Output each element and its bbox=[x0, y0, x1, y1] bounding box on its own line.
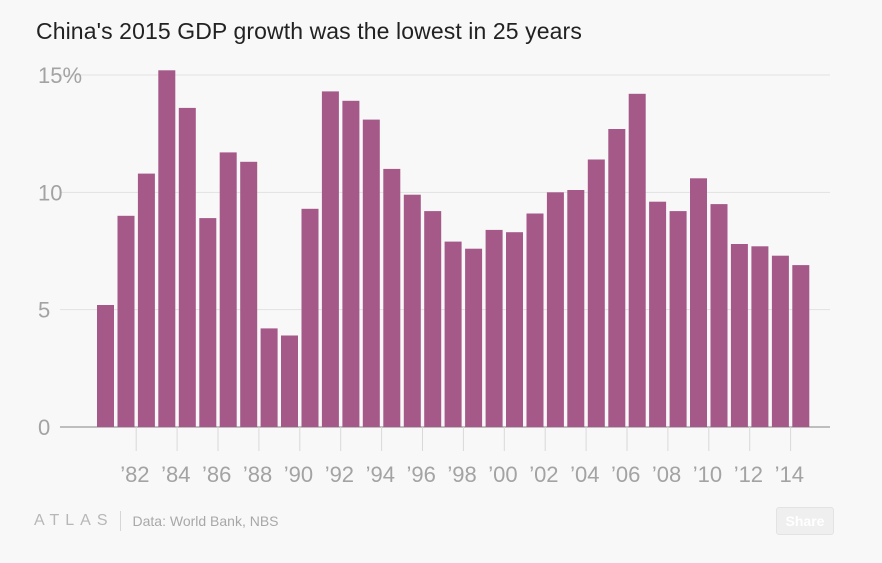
bar-1992[interactable] bbox=[321, 91, 339, 428]
x-tick-label: ’08 bbox=[652, 462, 681, 487]
source-note: Data: World Bank, NBS bbox=[132, 513, 279, 529]
x-tick-label: ’86 bbox=[202, 462, 231, 487]
bar-1994[interactable] bbox=[362, 119, 380, 427]
bar-1999[interactable] bbox=[465, 248, 483, 427]
bar-2012[interactable] bbox=[730, 244, 748, 427]
bar-2006[interactable] bbox=[608, 129, 626, 427]
bar-2005[interactable] bbox=[587, 159, 605, 428]
bar-2010[interactable] bbox=[690, 178, 707, 427]
bar-2015[interactable] bbox=[792, 265, 810, 427]
bar-1991[interactable] bbox=[301, 208, 319, 427]
bar-2004[interactable] bbox=[567, 190, 585, 427]
x-tick-label: ’02 bbox=[529, 462, 558, 487]
brand-logo[interactable]: ATLAS bbox=[34, 512, 114, 529]
bars bbox=[97, 70, 810, 428]
x-tick-label: ’12 bbox=[734, 462, 763, 487]
bar-1997[interactable] bbox=[424, 211, 442, 427]
bar-1989[interactable] bbox=[260, 328, 278, 427]
bar-1983[interactable] bbox=[137, 173, 155, 427]
bar-2001[interactable] bbox=[506, 232, 523, 427]
x-tick-label: ’14 bbox=[775, 462, 804, 487]
x-tick-label: ’06 bbox=[611, 462, 640, 487]
x-tick-label: ’10 bbox=[693, 462, 722, 487]
bar-1985[interactable] bbox=[178, 107, 196, 428]
bar-2009[interactable] bbox=[669, 211, 687, 427]
chart-title: China's 2015 GDP growth was the lowest i… bbox=[36, 18, 582, 44]
bar-1987[interactable] bbox=[219, 152, 237, 427]
y-tick-label: 0 bbox=[38, 415, 50, 440]
x-tick-label: ’98 bbox=[447, 462, 476, 487]
bar-1982[interactable] bbox=[117, 215, 135, 427]
bar-2000[interactable] bbox=[485, 229, 503, 427]
bar-chart: 0 5 10 15% ’82 ’84 ’86 ’88 ’90 ’92 ’94 ’96 ’98 ’00 ’0… bbox=[38, 63, 830, 487]
bar-1995[interactable] bbox=[383, 168, 401, 427]
bar-2008[interactable] bbox=[649, 201, 667, 427]
y-tick-label: 5 bbox=[38, 298, 50, 323]
x-tick-label: ’96 bbox=[407, 462, 436, 487]
y-axis-ticks: 0 5 10 15% bbox=[38, 63, 82, 440]
x-tick-label: ’04 bbox=[570, 462, 599, 487]
bar-2007[interactable] bbox=[628, 93, 646, 428]
x-tick-label: ’82 bbox=[120, 462, 149, 487]
bar-2002[interactable] bbox=[526, 213, 544, 428]
bar-1981[interactable] bbox=[97, 305, 114, 427]
x-tick-label: ’90 bbox=[284, 462, 313, 487]
bar-1996[interactable] bbox=[403, 194, 421, 427]
x-tick-label: ’94 bbox=[366, 462, 395, 487]
x-tick-label: ’88 bbox=[243, 462, 272, 487]
x-axis-ticks: ’82 ’84 ’86 ’88 ’90 ’92 ’94 ’96 ’98 ’00 ’02 ’04 ’06 ’… bbox=[120, 427, 804, 487]
x-tick-label: ’00 bbox=[488, 462, 517, 487]
bar-1984[interactable] bbox=[158, 70, 176, 428]
footer: ATLAS Data: World Bank, NBS bbox=[34, 510, 279, 532]
bar-1998[interactable] bbox=[444, 241, 462, 427]
x-tick-label: ’84 bbox=[161, 462, 190, 487]
y-tick-label: 10 bbox=[38, 180, 62, 205]
bar-1993[interactable] bbox=[342, 100, 360, 428]
bar-2011[interactable] bbox=[710, 204, 728, 427]
footer-divider bbox=[119, 511, 121, 531]
x-tick-label: ’92 bbox=[325, 462, 354, 487]
bar-1988[interactable] bbox=[240, 161, 258, 428]
bar-1986[interactable] bbox=[199, 218, 217, 427]
bar-1990[interactable] bbox=[281, 335, 298, 428]
bar-2013[interactable] bbox=[751, 246, 769, 427]
y-tick-label: 15% bbox=[38, 63, 82, 88]
bar-2003[interactable] bbox=[546, 192, 564, 427]
bar-2014[interactable] bbox=[771, 255, 789, 427]
share-button[interactable]: Share bbox=[776, 507, 834, 535]
